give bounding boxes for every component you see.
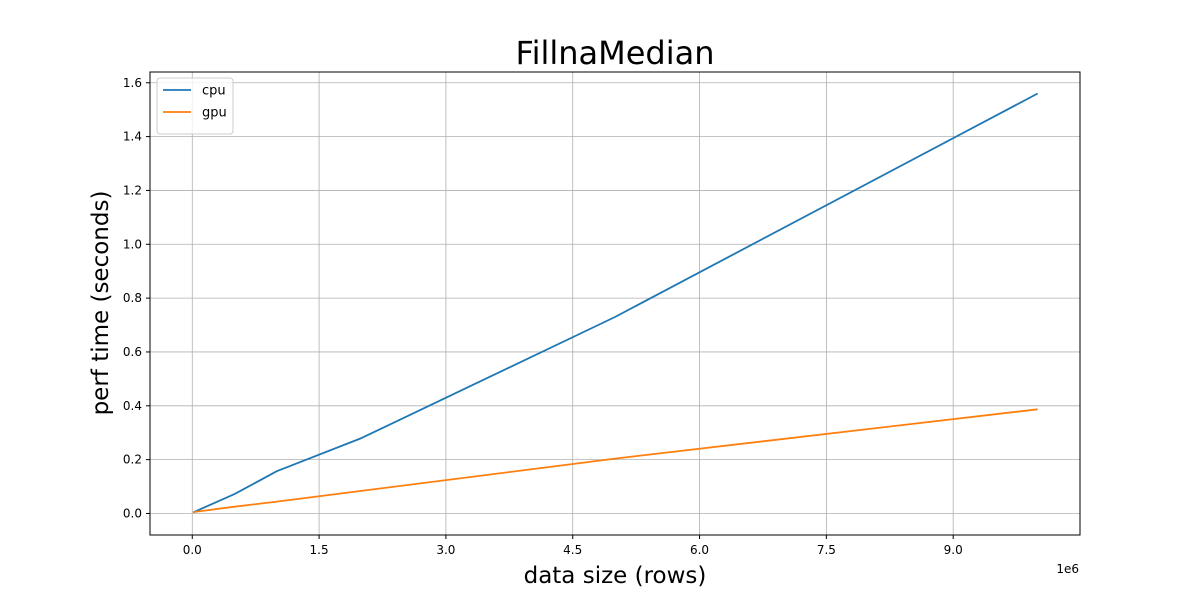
series-line-cpu [192,92,1039,514]
y-tick-label: 0.8 [123,291,142,305]
legend-label-gpu: gpu [202,106,227,121]
y-tick-label: 1.6 [123,76,142,90]
x-tick-label: 7.5 [817,543,836,557]
legend: cpu gpu [156,77,234,135]
x-tick-label: 3.0 [436,543,455,557]
legend-label-cpu: cpu [202,84,226,99]
x-axis-ticks: 0.0 1.5 3.0 4.5 6.0 7.5 9.0 [183,535,963,557]
y-tick-label: 1.2 [123,183,142,197]
y-tick-label: 0.0 [123,506,142,520]
x-tick-label: 9.0 [944,543,963,557]
series-layer [192,92,1039,514]
y-tick-label: 0.2 [123,453,142,467]
y-tick-label: 0.4 [123,399,142,413]
x-tick-label: 0.0 [183,543,202,557]
x-tick-label: 6.0 [690,543,709,557]
x-axis-label: data size (rows) [524,563,707,589]
y-axis-ticks: 0.0 0.2 0.4 0.6 0.8 1.0 1.2 1.4 1.6 [123,76,150,520]
y-axis-label: perf time (seconds) [88,191,114,416]
x-axis-offset-text: 1e6 [1056,562,1079,576]
y-tick-label: 1.0 [123,237,142,251]
y-tick-label: 0.6 [123,345,142,359]
series-line-gpu [192,408,1038,513]
x-tick-label: 4.5 [563,543,582,557]
legend-box [156,77,234,135]
y-tick-label: 1.4 [123,130,142,144]
plot-frame [149,71,1081,536]
chart-title: FillnaMedian [515,34,714,72]
x-tick-label: 1.5 [310,543,329,557]
